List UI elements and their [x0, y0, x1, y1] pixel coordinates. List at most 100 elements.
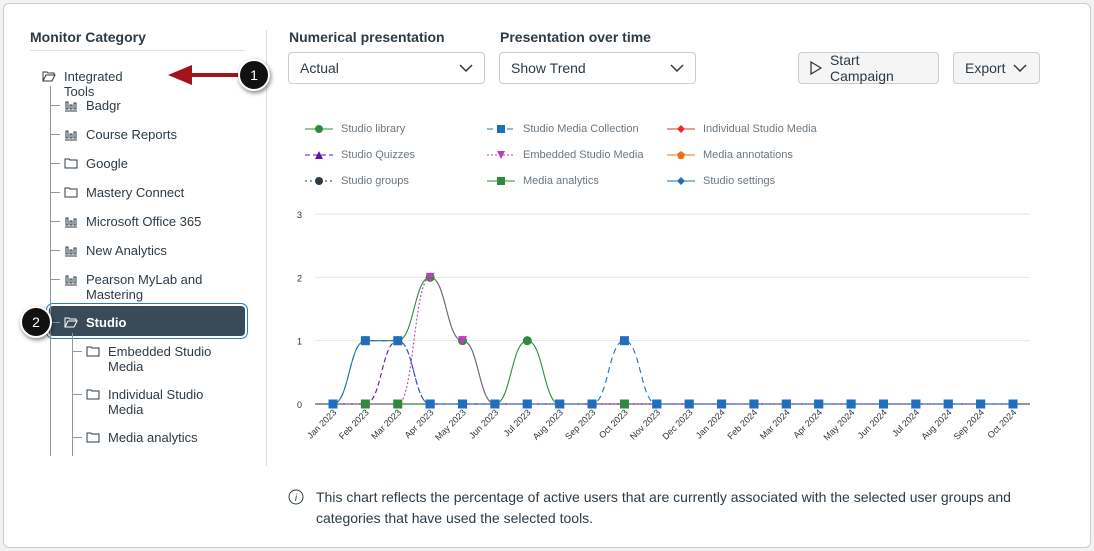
play-icon: [810, 61, 822, 75]
data-point[interactable]: [328, 399, 338, 409]
data-point[interactable]: [425, 399, 435, 409]
folder-icon: [64, 187, 78, 198]
data-point[interactable]: [587, 399, 597, 409]
folder-icon: [86, 346, 100, 357]
x-tick-label: Jun 2024: [856, 407, 889, 440]
data-point[interactable]: [619, 336, 629, 346]
legend-item[interactable]: Studio Media Collection: [487, 123, 639, 135]
tree-item-mastery-connect[interactable]: Mastery Connect: [64, 185, 204, 200]
data-point[interactable]: [360, 336, 370, 346]
data-point[interactable]: [619, 399, 629, 409]
legend-marker-icon: [305, 125, 333, 133]
data-point[interactable]: [814, 399, 824, 409]
data-point[interactable]: [555, 399, 565, 409]
legend-label: Media analytics: [523, 175, 599, 187]
chevron-down-icon: [1013, 64, 1027, 72]
select-value: Actual: [300, 60, 339, 76]
tree-item-label: Microsoft Office 365: [86, 214, 202, 229]
data-point[interactable]: [490, 399, 500, 409]
data-point[interactable]: [684, 399, 694, 409]
data-point[interactable]: [911, 399, 921, 409]
svg-text:i: i: [295, 493, 298, 504]
data-point[interactable]: [652, 399, 662, 409]
tree-item-embedded-studio-media[interactable]: Embedded Studio Media: [86, 344, 216, 374]
data-point[interactable]: [458, 399, 468, 409]
chevron-down-icon: [459, 64, 473, 72]
x-tick-label: Feb 2023: [337, 407, 371, 441]
start-campaign-button[interactable]: Start Campaign: [798, 52, 939, 84]
legend-marker-icon: [305, 151, 333, 159]
annotation-badge-1: 1: [238, 59, 270, 91]
legend-marker-icon: [667, 177, 695, 185]
legend-label: Embedded Studio Media: [523, 149, 644, 161]
y-tick-label: 1: [297, 337, 302, 347]
divider: [30, 50, 245, 51]
export-button[interactable]: Export: [953, 52, 1040, 84]
legend-label: Studio Media Collection: [523, 123, 639, 135]
data-point[interactable]: [425, 272, 435, 282]
tree-item-label: Media analytics: [108, 430, 198, 445]
chevron-down-icon: [670, 64, 684, 72]
data-point[interactable]: [393, 399, 403, 409]
x-tick-label: Sep 2023: [563, 407, 597, 441]
data-point[interactable]: [846, 399, 856, 409]
x-tick-label: Jul 2023: [502, 407, 533, 438]
data-point[interactable]: [781, 399, 791, 409]
tree-item-badgr[interactable]: Badgr: [64, 98, 204, 113]
legend-marker-icon: [667, 125, 695, 133]
x-tick-label: Apr 2023: [403, 407, 436, 440]
x-tick-label: Jan 2024: [694, 407, 727, 440]
y-tick-label: 2: [297, 273, 302, 283]
data-point[interactable]: [360, 399, 370, 409]
tree-connector: [72, 333, 73, 456]
data-point[interactable]: [717, 399, 727, 409]
tree-connector: [51, 322, 60, 323]
tree-item-pearson-mylab-and-mastering[interactable]: Pearson MyLab and Mastering: [64, 272, 204, 302]
x-tick-label: Oct 2023: [597, 407, 630, 440]
legend-item[interactable]: Studio Quizzes: [305, 149, 415, 161]
tree-item-integrated-tools[interactable]: Integrated Tools: [42, 69, 123, 99]
data-point[interactable]: [458, 336, 468, 346]
legend-item[interactable]: Studio library: [305, 123, 405, 135]
numerical-presentation-select[interactable]: Actual: [288, 52, 485, 84]
x-tick-label: Jul 2024: [890, 407, 921, 438]
data-point[interactable]: [943, 399, 953, 409]
tree-item-individual-studio-media[interactable]: Individual Studio Media: [86, 387, 216, 417]
x-tick-label: May 2023: [433, 407, 468, 442]
data-point[interactable]: [749, 399, 759, 409]
legend-label: Studio groups: [341, 175, 409, 187]
tree-item-label: Course Reports: [86, 127, 178, 142]
tree-item-media-analytics[interactable]: Media analytics: [86, 430, 216, 445]
data-point[interactable]: [878, 399, 888, 409]
legend-item[interactable]: Media annotations: [667, 149, 793, 161]
export-label: Export: [965, 60, 1006, 76]
presentation-over-time-select[interactable]: Show Trend: [499, 52, 696, 84]
bar-chart-icon: [65, 130, 77, 141]
tree-item-new-analytics[interactable]: New Analytics: [64, 243, 204, 258]
legend-item[interactable]: Studio groups: [305, 175, 409, 187]
tree-item-studio[interactable]: Studio: [64, 315, 204, 330]
y-tick-label: 3: [297, 210, 302, 220]
tree-item-course-reports[interactable]: Course Reports: [64, 127, 204, 142]
presentation-over-time-label: Presentation over time: [500, 29, 651, 45]
tree-item-label: Pearson MyLab and Mastering: [86, 272, 203, 302]
data-point[interactable]: [522, 336, 532, 346]
tree-item-google[interactable]: Google: [64, 156, 204, 171]
tree-item-microsoft-office-365[interactable]: Microsoft Office 365: [64, 214, 204, 229]
tree-connector: [51, 134, 60, 135]
data-point[interactable]: [393, 336, 403, 346]
legend-item[interactable]: Embedded Studio Media: [487, 149, 643, 161]
legend-item[interactable]: Media analytics: [487, 175, 599, 187]
x-tick-label: Mar 2023: [369, 407, 403, 441]
chart-info: i This chart reflects the percentage of …: [288, 487, 1038, 529]
legend-item[interactable]: Studio settings: [667, 175, 775, 187]
data-point[interactable]: [522, 399, 532, 409]
data-point[interactable]: [976, 399, 986, 409]
legend-item[interactable]: Individual Studio Media: [667, 123, 817, 135]
tree-connector: [51, 192, 60, 193]
x-tick-label: Apr 2024: [791, 407, 824, 440]
series-line: [332, 340, 1013, 405]
data-point[interactable]: [1008, 399, 1018, 409]
folder-icon: [86, 432, 100, 443]
